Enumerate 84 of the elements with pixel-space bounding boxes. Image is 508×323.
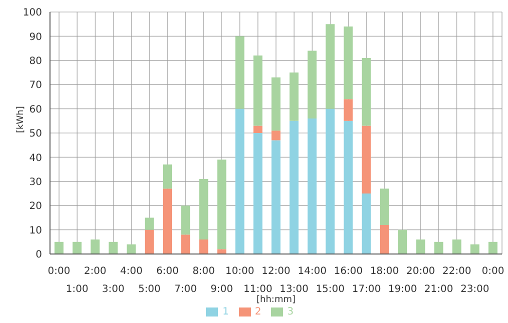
bar xyxy=(217,249,226,254)
y-tick-label: 20 xyxy=(29,201,42,212)
bar xyxy=(253,126,262,133)
y-tick-label: 70 xyxy=(29,80,42,92)
x-tick-label: 15:00 xyxy=(316,284,345,295)
x-tick-label: 4:00 xyxy=(120,266,143,277)
x-tick-label: 9:00 xyxy=(210,284,233,295)
x-tick-label: 2:00 xyxy=(84,266,106,277)
bar xyxy=(235,108,244,254)
x-tick-label: 21:00 xyxy=(424,284,454,295)
x-tick-label: 12:00 xyxy=(262,266,290,277)
bar xyxy=(470,244,480,254)
legend-label: 3 xyxy=(287,306,294,318)
bar xyxy=(271,140,280,254)
y-tick-label: 90 xyxy=(29,32,42,43)
bar xyxy=(380,188,389,225)
x-tick-label: 14:00 xyxy=(298,266,327,277)
bar xyxy=(344,120,353,254)
y-tick-label: 50 xyxy=(29,128,42,140)
x-tick-label: 13:00 xyxy=(280,284,308,295)
bar xyxy=(217,160,226,250)
bar xyxy=(54,242,64,254)
bar xyxy=(326,24,335,109)
x-tick-label: 17:00 xyxy=(352,284,381,295)
bar xyxy=(326,108,335,254)
bar xyxy=(344,26,353,100)
bar xyxy=(253,56,262,126)
bar xyxy=(380,224,389,254)
y-tick-label: 60 xyxy=(29,104,42,116)
bar xyxy=(235,36,244,109)
bar xyxy=(290,120,299,254)
x-tick-label: 23:00 xyxy=(460,284,490,295)
x-tick-label: 8:00 xyxy=(192,266,215,277)
bar xyxy=(488,242,498,254)
x-tick-label: 20:00 xyxy=(406,266,436,277)
y-tick-label: 100 xyxy=(22,8,42,19)
bar xyxy=(253,133,262,254)
bar xyxy=(181,206,190,235)
y-tick-label: 40 xyxy=(29,152,42,164)
bar xyxy=(452,239,462,254)
bar xyxy=(416,239,426,254)
bar xyxy=(290,72,299,121)
bar xyxy=(362,58,371,126)
x-tick-label: 3:00 xyxy=(102,284,125,295)
bar xyxy=(144,230,154,254)
bar xyxy=(308,118,317,254)
bar xyxy=(163,164,172,189)
bar xyxy=(72,242,82,254)
bar xyxy=(398,230,408,254)
bar xyxy=(344,99,353,121)
x-tick-label: 0:00 xyxy=(48,266,70,277)
bar xyxy=(144,218,154,230)
x-tick-label: 18:00 xyxy=(370,266,399,277)
y-tick-label: 0 xyxy=(36,250,42,261)
x-tick-label: 1:00 xyxy=(66,284,88,295)
bar xyxy=(199,239,208,254)
y-axis-title: [kWh] xyxy=(16,106,26,133)
bar xyxy=(181,234,190,254)
bar xyxy=(126,244,136,254)
legend-label: 2 xyxy=(254,306,262,318)
x-tick-label: 22:00 xyxy=(442,266,472,277)
bar xyxy=(90,239,100,254)
bar xyxy=(271,77,280,131)
x-tick-label: 16:00 xyxy=(334,266,363,277)
y-tick-label: 10 xyxy=(29,225,42,236)
bar xyxy=(362,126,371,194)
bar xyxy=(271,130,280,140)
x-tick-label: 0:00 xyxy=(482,266,504,277)
x-tick-label: 7:00 xyxy=(174,284,197,295)
y-tick-label: 80 xyxy=(29,56,42,67)
x-tick-label: 19:00 xyxy=(388,284,417,295)
y-tick-label: 30 xyxy=(29,176,42,188)
bar xyxy=(108,242,118,254)
bar xyxy=(308,50,317,118)
x-tick-label: 11:00 xyxy=(244,284,272,295)
x-axis-title: [hh:mm] xyxy=(256,295,296,305)
bar xyxy=(199,178,208,240)
bar xyxy=(362,194,371,254)
x-tick-label: 10:00 xyxy=(225,266,254,277)
x-tick-label: 6:00 xyxy=(156,266,179,277)
bar xyxy=(434,242,444,254)
legend-label: 1 xyxy=(222,306,229,318)
x-tick-label: 5:00 xyxy=(138,284,161,295)
bar xyxy=(163,188,172,254)
